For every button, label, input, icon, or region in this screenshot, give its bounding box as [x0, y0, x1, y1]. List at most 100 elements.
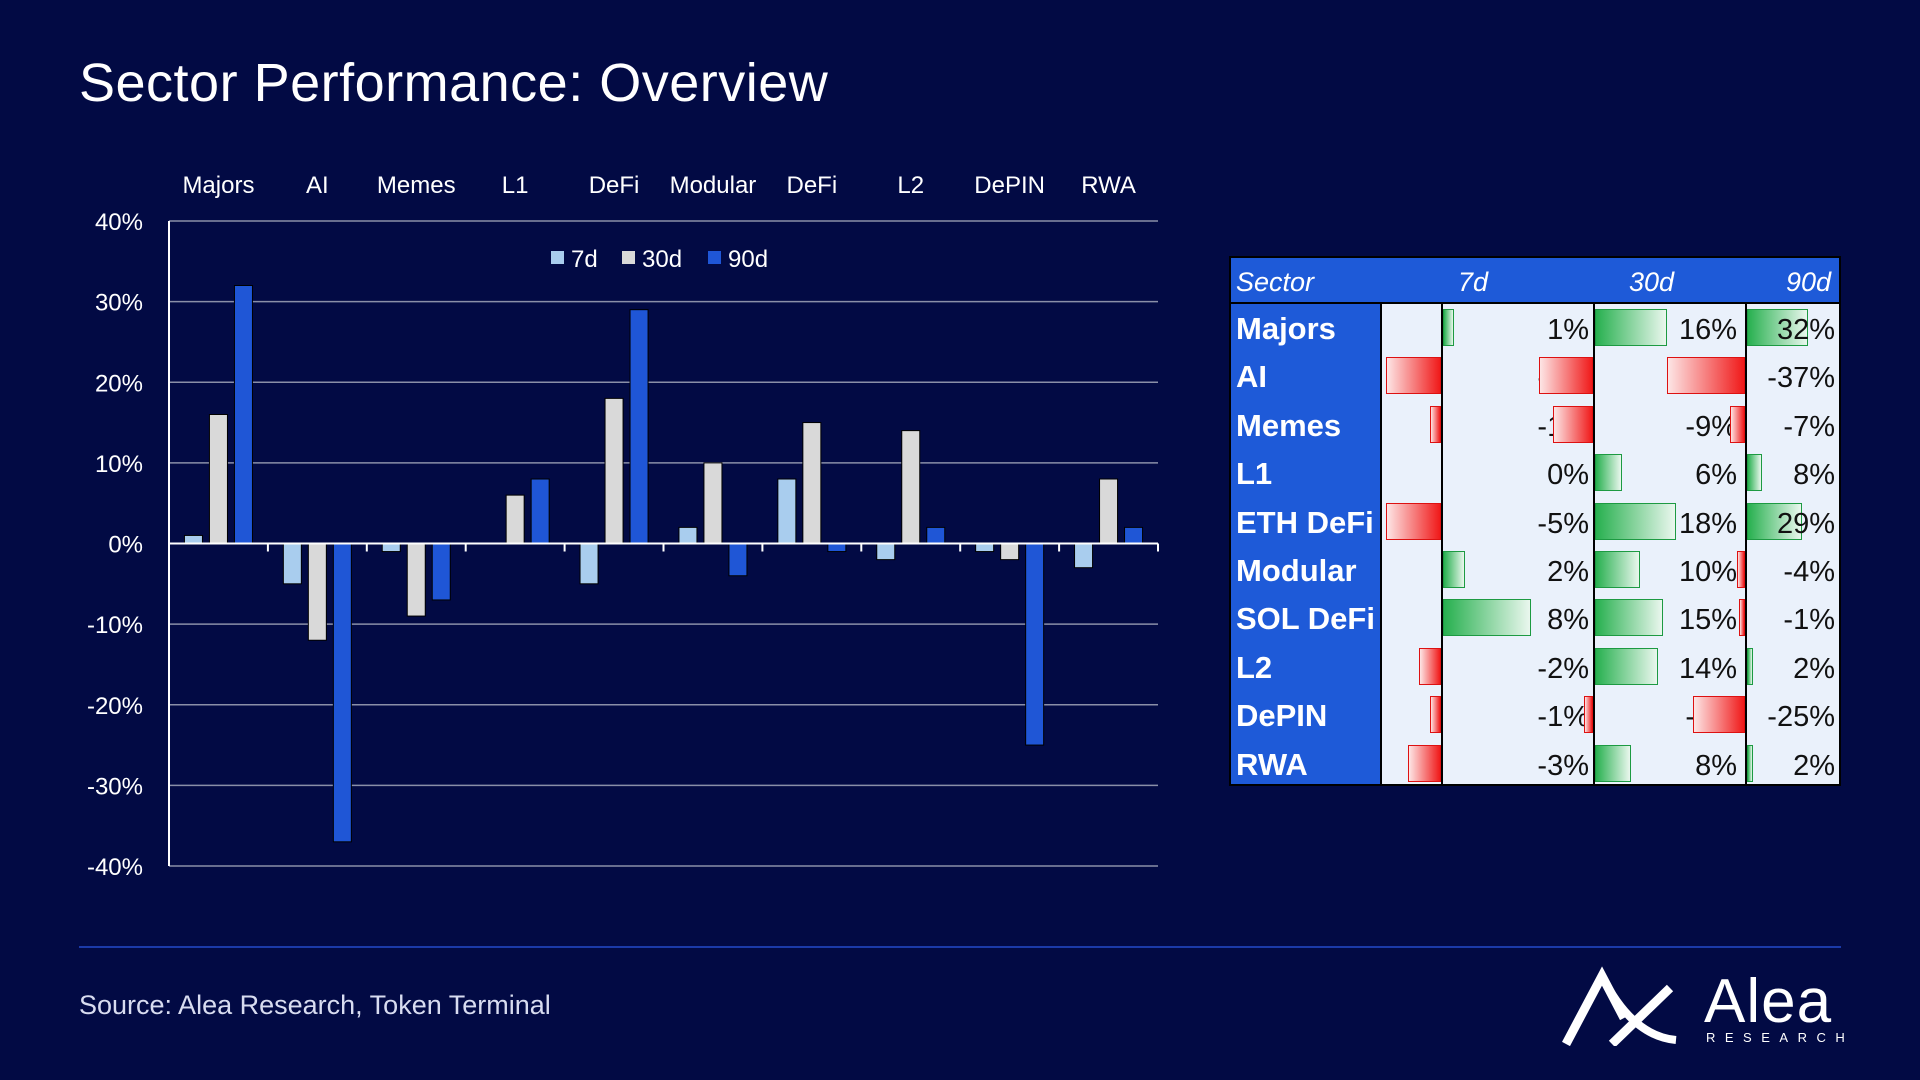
cell-value-d7: 0% [1547, 459, 1589, 492]
sector-name: AI [1236, 359, 1267, 395]
category-label: DePIN [974, 172, 1045, 199]
header-sector: Sector [1236, 267, 1315, 297]
bar-30d-7 [901, 430, 921, 544]
table-row: L2 -2% 14% 2% [1231, 643, 1839, 691]
data-bar-d7 [1386, 502, 1441, 540]
divider-90d [1745, 304, 1747, 784]
legend-label-30d: 30d [642, 246, 682, 273]
data-bar-d30 [1595, 647, 1658, 685]
cell-value-d30: 6% [1695, 459, 1737, 492]
bar-30d-9 [1099, 478, 1119, 544]
data-bar-d90 [1667, 357, 1745, 395]
data-bar-d7 [1443, 309, 1454, 346]
category-label: Memes [377, 172, 456, 199]
category-label: AI [306, 172, 329, 199]
table-row: DePIN-1%-2%-25% [1231, 691, 1839, 739]
sector-name: DePIN [1236, 698, 1328, 734]
data-bar-d30 [1552, 405, 1593, 443]
sector-name: L1 [1236, 456, 1273, 492]
data-bar-d30 [1584, 696, 1593, 734]
sector-name: L2 [1236, 649, 1273, 685]
logo-subtitle: RESEARCH [1706, 1030, 1855, 1045]
alea-logo-mark-icon [1562, 966, 1677, 1048]
cell-value-d30: 14% [1678, 652, 1737, 685]
bar-7d-2 [381, 543, 401, 553]
data-bar-d90 [1730, 405, 1745, 443]
bar-90d-8 [1025, 543, 1045, 746]
source-note: Source: Alea Research, Token Terminal [79, 990, 551, 1020]
bar-90d-4 [629, 309, 649, 544]
sector-name: Majors [1236, 311, 1336, 346]
category-label: L2 [897, 172, 924, 199]
sector-name: ETH DeFi [1236, 504, 1374, 540]
category-label: RWA [1081, 172, 1136, 199]
data-bar-d7 [1419, 647, 1441, 685]
bar-90d-6 [827, 543, 847, 553]
category-label: DeFi [589, 172, 640, 199]
cell-value-d90: -4% [1783, 556, 1835, 588]
bar-90d-9 [1124, 526, 1144, 544]
sector-name: RWA [1236, 746, 1308, 782]
y-tick-label: -10% [87, 612, 143, 639]
cell-value-d90: 29% [1776, 507, 1835, 540]
data-bar-d90 [1739, 599, 1745, 637]
cell-value-d30: 10% [1678, 556, 1737, 588]
category-label: Modular [670, 172, 757, 199]
legend-swatch-30d [622, 251, 635, 264]
page-title: Sector Performance: Overview [79, 53, 829, 113]
bar-7d-1 [282, 543, 302, 585]
category-label: Majors [182, 172, 254, 199]
bar-30d-4 [604, 397, 624, 544]
cell-value-d7: 1% [1547, 314, 1589, 346]
cell-value-d7: -1% [1537, 701, 1589, 734]
data-bar-d7 [1443, 599, 1531, 637]
table-row: Modular 2% 10% -4% [1231, 546, 1839, 594]
bar-30d-0 [208, 414, 228, 544]
y-tick-label: 20% [95, 370, 143, 397]
data-bar-d7 [1408, 744, 1441, 782]
cell-value-d90: 2% [1793, 652, 1835, 685]
bar-90d-5 [728, 543, 748, 577]
data-bar-d30 [1595, 599, 1663, 637]
table-row: L1 0% 6% 8% [1231, 449, 1839, 497]
cell-value-d7: -2% [1537, 652, 1589, 685]
table-row: RWA -3% 8% 2% [1231, 740, 1839, 788]
sector-column [1231, 304, 1382, 784]
bar-90d-1 [332, 543, 352, 843]
y-tick-label: -20% [87, 693, 143, 720]
data-bar-d30 [1595, 551, 1640, 588]
cell-value-d90: -25% [1767, 701, 1835, 734]
data-bar-d90 [1747, 502, 1803, 540]
data-bar-d90 [1747, 647, 1753, 685]
data-bar-d90 [1692, 696, 1745, 734]
sector-bar-chart: 40% 30% 20% 10% 0% -10% -20% -30% -40% Majors AI Me… [87, 172, 1159, 881]
table-body: Majors 1% 16% 32% AI-5%-12%-37% Memes -1% -9% -7… [1231, 304, 1839, 784]
bar-90d-7 [926, 526, 946, 544]
sector-name: Memes [1236, 407, 1342, 443]
alea-research-logo: Alea RESEARCH [1562, 966, 1855, 1048]
table-header: Sector 7d 30d 90d [1231, 258, 1839, 304]
data-bar-d90 [1736, 551, 1745, 588]
data-bar-d7 [1430, 696, 1441, 734]
data-bar-d7 [1430, 405, 1441, 443]
data-bar-d30 [1539, 357, 1593, 395]
header-90d: 90d [1785, 267, 1831, 297]
logo-name: Alea [1704, 967, 1833, 1036]
legend-swatch-7d [551, 251, 564, 264]
bar-30d-1 [307, 543, 327, 641]
data-bar-d30 [1595, 454, 1622, 492]
data-bar-d30 [1595, 502, 1676, 540]
header-30d: 30d [1629, 267, 1675, 297]
bar-7d-7 [876, 543, 896, 561]
y-tick-label: 40% [95, 209, 143, 236]
values-column [1382, 304, 1839, 784]
data-bar-d30 [1595, 744, 1631, 782]
cell-value-d7: -5% [1537, 507, 1589, 540]
y-tick-label: -30% [87, 773, 143, 800]
table-row: Memes-1%-9%-7% [1231, 401, 1839, 449]
bar-30d-3 [505, 494, 525, 544]
y-tick-label: 30% [95, 290, 143, 317]
y-tick-label: -40% [87, 854, 143, 881]
bar-30d-6 [802, 422, 822, 544]
data-bar-d90 [1747, 454, 1763, 492]
